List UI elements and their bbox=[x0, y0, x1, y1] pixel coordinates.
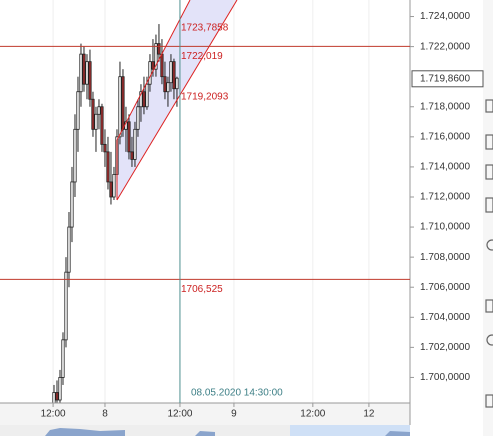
last-price-box bbox=[411, 70, 484, 88]
toolbar-icon[interactable] bbox=[485, 394, 493, 408]
navigator-window bbox=[290, 425, 410, 436]
candle-body bbox=[52, 392, 56, 403]
channel-line bbox=[116, 0, 191, 141]
candle-body bbox=[55, 392, 59, 401]
x-axis-area bbox=[0, 403, 410, 425]
candle-body bbox=[88, 61, 92, 100]
level-label: 1722,019 bbox=[181, 51, 223, 62]
candle-body bbox=[169, 61, 173, 84]
x-tick-label: 12:00 bbox=[300, 409, 325, 420]
candle-body bbox=[103, 143, 107, 153]
candle-body bbox=[148, 61, 152, 85]
x-tick-label: 12:00 bbox=[167, 409, 192, 420]
candle-body bbox=[133, 128, 137, 160]
y-tick-label: 1.718,0000 bbox=[420, 101, 470, 112]
candle-body bbox=[142, 91, 146, 108]
candle-body bbox=[127, 121, 131, 153]
candle-body bbox=[136, 106, 140, 130]
toolbar-icon[interactable] bbox=[486, 334, 493, 346]
y-tick-label: 1.712,0000 bbox=[420, 192, 470, 203]
toolbar-icon[interactable] bbox=[485, 299, 493, 313]
candle-body bbox=[160, 53, 164, 78]
y-tick-label: 1.706,0000 bbox=[420, 282, 470, 293]
y-tick-label: 1.704,0000 bbox=[420, 312, 470, 323]
crosshair-label: 08.05.2020 14:30:00 bbox=[191, 388, 283, 399]
candle-body bbox=[70, 181, 74, 228]
y-tick-label: 1.700,0000 bbox=[420, 372, 470, 383]
candle-body bbox=[64, 271, 68, 341]
toolbar-icon[interactable] bbox=[485, 164, 493, 180]
navigator bbox=[0, 425, 410, 436]
candle-body bbox=[166, 82, 170, 93]
candle-body bbox=[67, 226, 71, 273]
toolbar-icon[interactable] bbox=[486, 239, 493, 251]
candle-body bbox=[61, 339, 65, 378]
level-label: 1706,525 bbox=[181, 284, 223, 295]
candle-body bbox=[175, 77, 179, 90]
last-price-label: 1.719,8600 bbox=[420, 73, 470, 84]
candle-body bbox=[157, 43, 161, 55]
y-tick-label: 1.722,0000 bbox=[420, 41, 470, 52]
x-tick-label: 12:00 bbox=[41, 409, 66, 420]
candle-body bbox=[145, 83, 149, 108]
candle-body bbox=[112, 174, 116, 198]
plot-area bbox=[0, 0, 410, 403]
toolbar-icon[interactable] bbox=[485, 134, 493, 150]
x-tick-label: 12 bbox=[363, 409, 375, 420]
candle-body bbox=[76, 91, 80, 130]
y-tick-label: 1.724,0000 bbox=[420, 11, 470, 22]
channel-label: 1723,7858 bbox=[181, 23, 229, 34]
navigator-series bbox=[45, 428, 125, 436]
candle-body bbox=[100, 106, 104, 145]
candle-body bbox=[151, 61, 155, 70]
toolbar bbox=[483, 0, 493, 436]
candle-body bbox=[106, 151, 110, 183]
candle-body bbox=[79, 53, 83, 93]
y-tick-label: 1.716,0000 bbox=[420, 131, 470, 142]
candle-body bbox=[163, 76, 167, 93]
y-tick-label: 1.702,0000 bbox=[420, 342, 470, 353]
candle-body bbox=[91, 98, 95, 130]
y-tick-label: 1.714,0000 bbox=[420, 162, 470, 173]
x-tick-label: 8 bbox=[102, 409, 108, 420]
toolbar-icon[interactable] bbox=[485, 99, 493, 113]
channel-label: 1719,2093 bbox=[181, 92, 229, 103]
candle-body bbox=[154, 43, 158, 70]
candle-body bbox=[97, 106, 101, 115]
candle-body bbox=[130, 151, 134, 160]
candle-body bbox=[73, 128, 77, 183]
candle-body bbox=[172, 61, 176, 90]
candle-body bbox=[139, 91, 143, 108]
candle-body bbox=[121, 76, 125, 130]
candle-body bbox=[118, 76, 122, 138]
y-tick-label: 1.710,0000 bbox=[420, 222, 470, 233]
channel-line bbox=[116, 0, 238, 201]
candle-body bbox=[109, 181, 113, 198]
y-tick-label: 1.708,0000 bbox=[420, 252, 470, 263]
candle-body bbox=[82, 53, 86, 85]
candle-body bbox=[85, 61, 89, 85]
x-tick-label: 9 bbox=[231, 409, 237, 420]
candle-body bbox=[94, 113, 98, 130]
candle-body bbox=[58, 377, 62, 401]
toolbar-icon[interactable] bbox=[485, 197, 493, 213]
